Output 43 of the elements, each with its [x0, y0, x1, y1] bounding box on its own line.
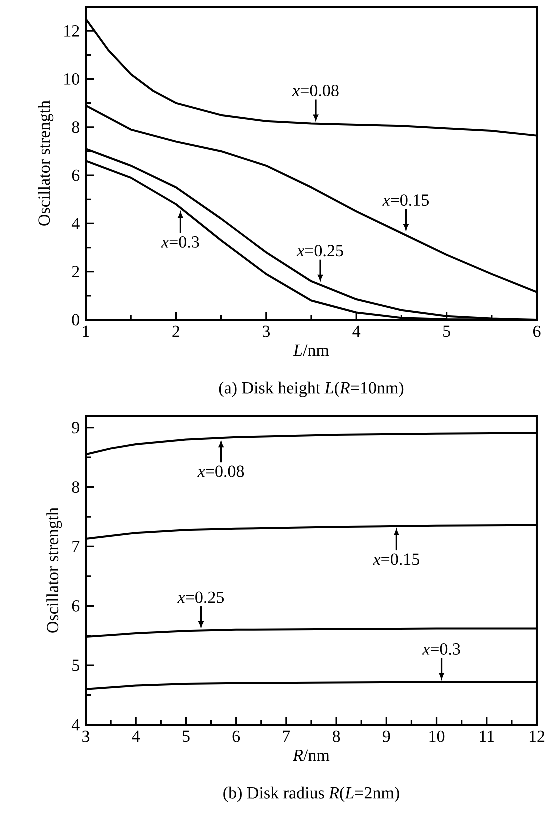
x-tick-label: 6	[533, 326, 541, 338]
x-tick-label: 2	[172, 326, 180, 338]
y-tick-label: 2	[72, 266, 80, 278]
x-tick-label: 5	[444, 326, 450, 338]
annotation: x=0.15	[382, 194, 429, 206]
x-axis-title: L/nm	[293, 344, 330, 356]
x-tick-label: 6	[232, 730, 240, 742]
x-tick-label: 7	[283, 730, 290, 742]
annotation: x=0.3	[422, 643, 460, 656]
y-tick-label: 8	[72, 122, 80, 134]
y-tick-label: 4	[72, 719, 80, 731]
x-tick-label: 8	[332, 730, 340, 742]
annotation: x=0.25	[296, 245, 344, 257]
y-tick-label: 8	[72, 482, 80, 494]
x-tick-label: 11	[480, 730, 494, 742]
y-axis-title: Oscillator strength	[38, 100, 54, 226]
x-axis-title: R/nm	[292, 750, 330, 762]
y-tick-label: 9	[72, 422, 80, 434]
text: (b) Disk radius R(L=2nm)	[224, 786, 400, 802]
y-tick-label: 6	[72, 170, 80, 182]
x-tick-label: 3	[262, 326, 270, 338]
y-tick-label: 4	[72, 218, 80, 230]
y-tick-label: 6	[72, 600, 80, 612]
y-tick-label: 10	[64, 73, 80, 85]
x-tick-label: 4	[352, 326, 361, 338]
y-tick-label: 0	[72, 314, 80, 326]
x-tick-label: 3	[82, 730, 90, 742]
x-tick-label: 9	[382, 730, 390, 742]
x-tick-label: 1	[83, 326, 90, 338]
annotation: x=0.08	[198, 466, 244, 478]
y-tick-label: 5	[72, 660, 80, 672]
annotation: x=0.15	[373, 554, 420, 566]
annotation: x=0.08	[292, 85, 339, 97]
y-tick-label: 7	[72, 541, 80, 552]
y-tick-label: 12	[64, 25, 80, 37]
text: (a) Disk height L(R=10nm)	[219, 382, 404, 398]
x-tick-label: 12	[530, 730, 545, 742]
x-tick-label: 4	[132, 730, 140, 742]
annotation: x=0.3	[161, 236, 200, 248]
x-tick-label: 5	[182, 730, 190, 742]
y-axis-title: Oscillator strength	[46, 508, 62, 633]
annotation: x=0.25	[178, 592, 224, 604]
x-tick-label: 10	[430, 730, 445, 742]
